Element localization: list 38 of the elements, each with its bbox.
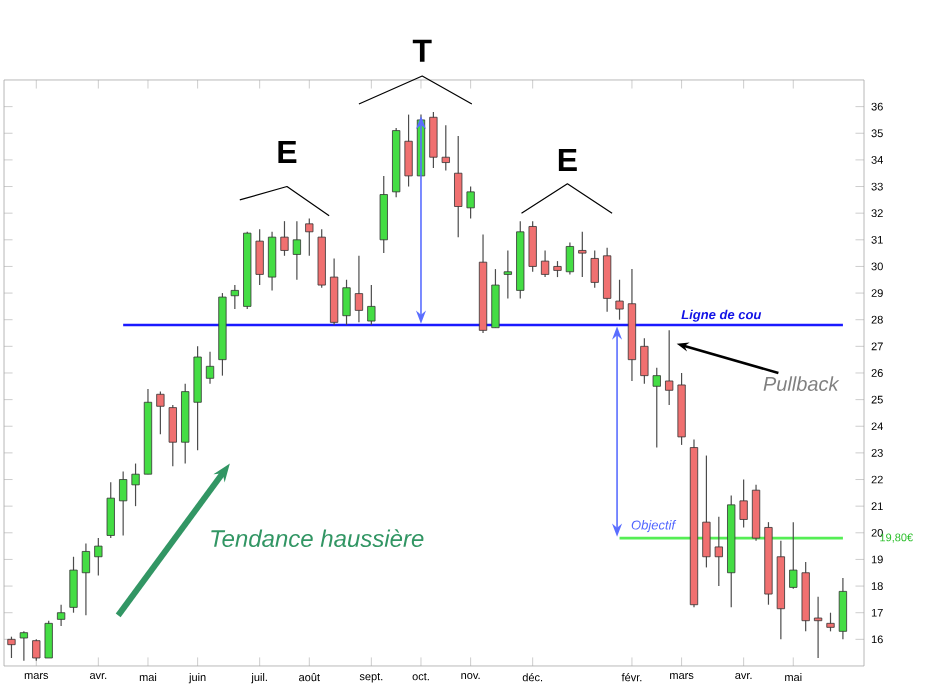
candlestick (540, 249, 550, 278)
candlestick (826, 612, 835, 632)
candlestick (230, 284, 239, 310)
candlestick (168, 404, 177, 467)
candlestick (7, 636, 16, 659)
candlestick (106, 481, 115, 539)
candlestick (838, 577, 848, 640)
annotation: E (558, 148, 577, 171)
candlestick (267, 231, 277, 292)
candlestick (367, 284, 376, 326)
annotation: Tendance haussière (211, 529, 424, 548)
candlestick (156, 391, 165, 435)
candlestick (81, 542, 91, 616)
candlestick (205, 351, 215, 385)
candlestick (280, 220, 289, 257)
candlestick (342, 279, 351, 326)
text: T (412, 39, 432, 62)
annotation: E (278, 140, 297, 163)
candlestick (379, 175, 388, 254)
candlestick (56, 604, 66, 627)
annotation: Pullback (763, 376, 840, 391)
candlestick (503, 249, 512, 299)
candlestick (590, 249, 599, 289)
candlestick (69, 556, 78, 614)
candlestick (94, 537, 103, 577)
candlestick (292, 220, 302, 281)
candlestick (578, 231, 587, 278)
candlestick (603, 247, 612, 313)
candlestick (19, 630, 28, 662)
candlestick (751, 484, 761, 542)
candlestick (354, 255, 364, 323)
candlestick (491, 268, 500, 329)
candlestick (565, 241, 575, 276)
candlestick (305, 217, 314, 257)
candlestick (317, 228, 326, 289)
candlestick (615, 279, 624, 321)
candlestick (813, 596, 823, 659)
candlestick (329, 257, 339, 326)
